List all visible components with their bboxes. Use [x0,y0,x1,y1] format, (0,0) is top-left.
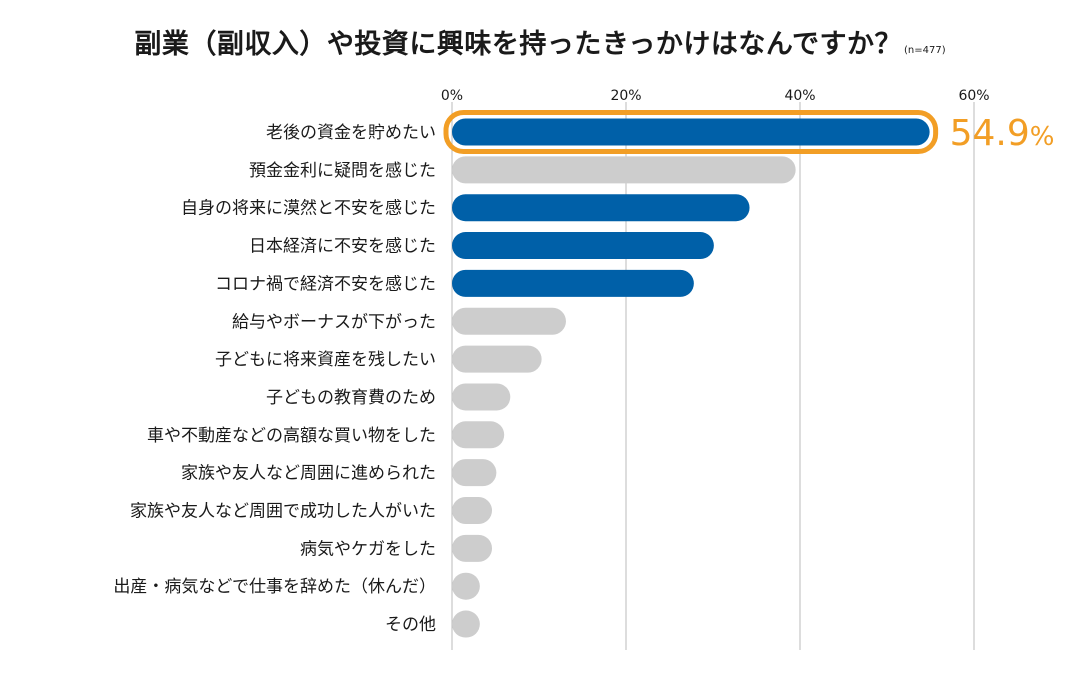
category-label: 子どもに将来資産を残したい [215,350,436,370]
callout-unit: % [1030,122,1055,152]
bar [452,383,511,411]
bar [452,232,714,260]
sample-size-note: (n=477) [903,45,946,56]
x-tick-label: 40% [784,88,815,104]
category-label: 出産・病気などで仕事を辞めた（休んだ） [113,577,436,597]
bar [452,497,493,524]
category-label: 日本経済に不安を感じた [249,237,436,257]
chart-title: 副業（副収入）や投資に興味を持ったきっかけはなんですか？ [134,29,902,60]
callout: 54.9% [443,110,1055,154]
x-tick-label: 0% [441,88,463,104]
callout-value: 54.9% [950,113,1055,154]
bar [452,194,750,222]
callout-frame [443,110,939,154]
category-labels: 老後の資金を貯めたい預金金利に疑問を感じた自身の将来に漠然と不安を感じた日本経済… [113,123,436,635]
x-tick-labels: 0% 20% 40% 60% [441,88,990,104]
gridlines [451,102,975,650]
bar [452,345,542,373]
category-label: 車や不動産などの高額な買い物をした [147,426,436,446]
bar [452,572,480,600]
bar [452,459,497,487]
category-label: 子どもの教育費のため [266,388,436,408]
category-label: コロナ禍で経済不安を感じた [215,274,436,294]
bars [452,118,930,638]
bar [452,534,493,562]
bar [452,156,796,184]
category-label: 自身の将来に漠然と不安を感じた [181,199,436,219]
x-tick-label: 60% [958,88,989,104]
bar [452,421,505,449]
category-label: 家族や友人など周囲で成功した人がいた [130,502,436,522]
category-label: 家族や友人など周囲に進められた [181,464,436,484]
chart-title-wrap: 副業（副収入）や投資に興味を持ったきっかけはなんですか？ (n=477) [0,22,1080,61]
category-label: 老後の資金を貯めたい [266,123,436,143]
x-tick-label: 20% [610,88,641,104]
category-label: 病気やケガをした [300,539,436,559]
bar [452,307,566,335]
bar [452,118,930,146]
callout-number: 54.9 [950,113,1030,154]
category-label: 給与やボーナスが下がった [232,312,436,332]
category-label: その他 [385,615,436,635]
category-label: 預金金利に疑問を感じた [249,161,436,181]
bar [452,610,480,638]
bar [452,269,694,297]
